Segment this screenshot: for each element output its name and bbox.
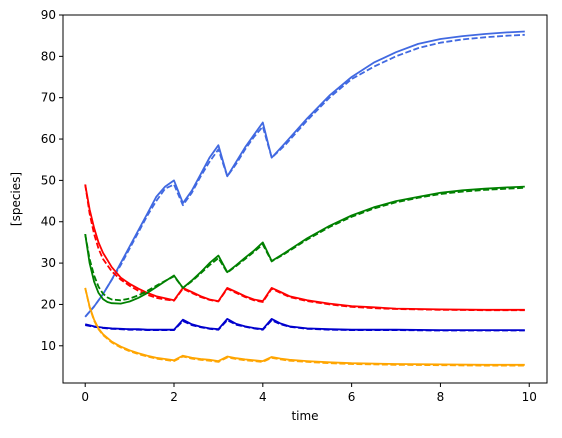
x-tick-label: 0 [81,390,89,404]
series-line-1 [84,30,525,318]
axes-frame [62,14,548,384]
x-tick-label: 10 [522,390,537,404]
series-line-2 [84,33,525,318]
series-line-3 [84,184,525,311]
y-tick-label: 20 [41,297,56,311]
x-axis-label: time [291,409,318,423]
y-tick-label: 10 [41,339,56,353]
y-axis: 10 20 30 40 50 60 70 80 90 [41,8,63,353]
y-tick-label: 90 [41,8,56,22]
y-tick-label: 70 [41,91,56,105]
y-tick-label: 80 [41,49,56,63]
y-tick-label: 30 [41,256,56,270]
y-tick-label: 40 [41,215,56,229]
series-line-4 [84,184,525,312]
x-axis: 0 2 4 6 8 10 [81,383,537,404]
x-tick-label: 6 [348,390,356,404]
y-tick-label: 50 [41,173,56,187]
series-line-10 [84,287,525,367]
series-line-6 [84,186,525,302]
series-line-8 [85,319,525,332]
y-tick-label: 60 [41,132,56,146]
y-axis-label: [species] [9,172,23,226]
x-tick-label: 2 [170,390,178,404]
series-line-5 [84,185,525,305]
plot-area [84,30,525,367]
x-tick-label: 4 [259,390,267,404]
x-tick-label: 8 [437,390,445,404]
